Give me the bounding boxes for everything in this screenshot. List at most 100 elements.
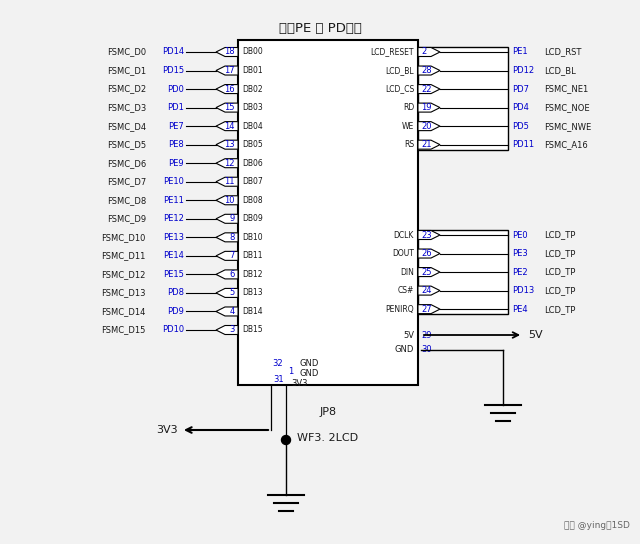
Text: 1: 1 (288, 367, 293, 375)
Text: LCD_TP: LCD_TP (544, 249, 575, 258)
Text: PE8: PE8 (168, 140, 184, 149)
Text: 用了PE 和 PD端口: 用了PE 和 PD端口 (278, 22, 362, 35)
Text: 24: 24 (421, 286, 431, 295)
Polygon shape (216, 325, 238, 335)
Text: DB01: DB01 (242, 66, 262, 75)
Text: 4: 4 (230, 307, 235, 316)
Text: DB00: DB00 (242, 47, 263, 57)
Polygon shape (216, 103, 238, 112)
Polygon shape (216, 47, 238, 57)
Text: PE1: PE1 (512, 47, 527, 57)
Text: GND: GND (395, 345, 414, 355)
Polygon shape (216, 196, 238, 205)
Text: DB13: DB13 (242, 288, 262, 298)
Text: FSMC_D11: FSMC_D11 (102, 251, 146, 261)
Text: PE15: PE15 (163, 270, 184, 279)
Text: DB09: DB09 (242, 214, 263, 223)
Text: FSMC_NWE: FSMC_NWE (544, 122, 591, 131)
Text: 头条 @ying说1SD: 头条 @ying说1SD (564, 521, 630, 530)
Text: 26: 26 (421, 249, 431, 258)
Text: 9: 9 (230, 214, 235, 223)
Text: 23: 23 (421, 231, 431, 239)
Text: FSMC_A16: FSMC_A16 (544, 140, 588, 149)
Text: PD8: PD8 (167, 288, 184, 298)
Text: FSMC_D3: FSMC_D3 (107, 103, 146, 112)
Polygon shape (418, 286, 440, 295)
Text: 3: 3 (230, 325, 235, 335)
Text: 12: 12 (225, 159, 235, 168)
Text: 14: 14 (225, 122, 235, 131)
Text: DB03: DB03 (242, 103, 263, 112)
Text: PE13: PE13 (163, 233, 184, 242)
Text: LCD_TP: LCD_TP (544, 231, 575, 239)
Text: 11: 11 (225, 177, 235, 186)
Text: FSMC_D15: FSMC_D15 (102, 325, 146, 335)
Polygon shape (216, 214, 238, 223)
Text: PD13: PD13 (512, 286, 534, 295)
Text: 29: 29 (421, 331, 431, 339)
Polygon shape (216, 122, 238, 131)
Text: JP8: JP8 (319, 407, 337, 417)
Text: LCD_RST: LCD_RST (544, 47, 581, 57)
Text: 6: 6 (230, 270, 235, 279)
Polygon shape (216, 66, 238, 75)
Text: PD0: PD0 (167, 84, 184, 94)
Text: PENIRQ: PENIRQ (385, 305, 414, 314)
Text: 13: 13 (225, 140, 235, 149)
Text: LCD_CS: LCD_CS (385, 84, 414, 94)
Polygon shape (216, 84, 238, 94)
Text: 32: 32 (273, 358, 283, 368)
Text: LCD_BL: LCD_BL (385, 66, 414, 75)
Text: 5V: 5V (528, 330, 543, 340)
Polygon shape (216, 140, 238, 149)
Text: PD4: PD4 (512, 103, 529, 112)
Polygon shape (418, 231, 440, 239)
Bar (418, 47, 508, 150)
Text: FSMC_NOE: FSMC_NOE (544, 103, 589, 112)
Text: WE: WE (402, 122, 414, 131)
Polygon shape (418, 268, 440, 276)
Text: LCD_RESET: LCD_RESET (371, 47, 414, 57)
Circle shape (282, 436, 291, 444)
Text: FSMC_D13: FSMC_D13 (102, 288, 146, 298)
Bar (238, 40, 418, 385)
Polygon shape (216, 177, 238, 186)
Text: DB10: DB10 (242, 233, 262, 242)
Text: 17: 17 (225, 66, 235, 75)
Text: RS: RS (404, 140, 414, 149)
Polygon shape (216, 270, 238, 279)
Text: 18: 18 (225, 47, 235, 57)
Text: FSMC_D12: FSMC_D12 (102, 270, 146, 279)
Text: LCD_TP: LCD_TP (544, 268, 575, 276)
Text: PD5: PD5 (512, 122, 529, 131)
Text: 30: 30 (421, 345, 431, 355)
Text: FSMC_D4: FSMC_D4 (107, 122, 146, 131)
Text: DB12: DB12 (242, 270, 262, 279)
Text: LCD_BL: LCD_BL (544, 66, 576, 75)
Polygon shape (216, 159, 238, 168)
Text: 10: 10 (225, 196, 235, 205)
Text: PE2: PE2 (512, 268, 527, 276)
Text: PE10: PE10 (163, 177, 184, 186)
Text: 31: 31 (273, 375, 284, 385)
Text: PE0: PE0 (512, 231, 527, 239)
Text: PE9: PE9 (168, 159, 184, 168)
Text: 7: 7 (230, 251, 235, 261)
Polygon shape (216, 233, 238, 242)
Text: FSMC_D0: FSMC_D0 (107, 47, 146, 57)
Text: 15: 15 (225, 103, 235, 112)
Text: PD15: PD15 (162, 66, 184, 75)
Text: 8: 8 (230, 233, 235, 242)
Text: FSMC_D14: FSMC_D14 (102, 307, 146, 316)
Text: DB02: DB02 (242, 84, 262, 94)
Text: 5: 5 (230, 288, 235, 298)
Text: DB15: DB15 (242, 325, 262, 335)
Text: DB06: DB06 (242, 159, 263, 168)
Text: 25: 25 (421, 268, 431, 276)
Text: 20: 20 (421, 122, 431, 131)
Polygon shape (418, 47, 440, 57)
Polygon shape (216, 288, 238, 298)
Text: 5V: 5V (403, 331, 414, 339)
Text: FSMC_D10: FSMC_D10 (102, 233, 146, 242)
Text: PE3: PE3 (512, 249, 528, 258)
